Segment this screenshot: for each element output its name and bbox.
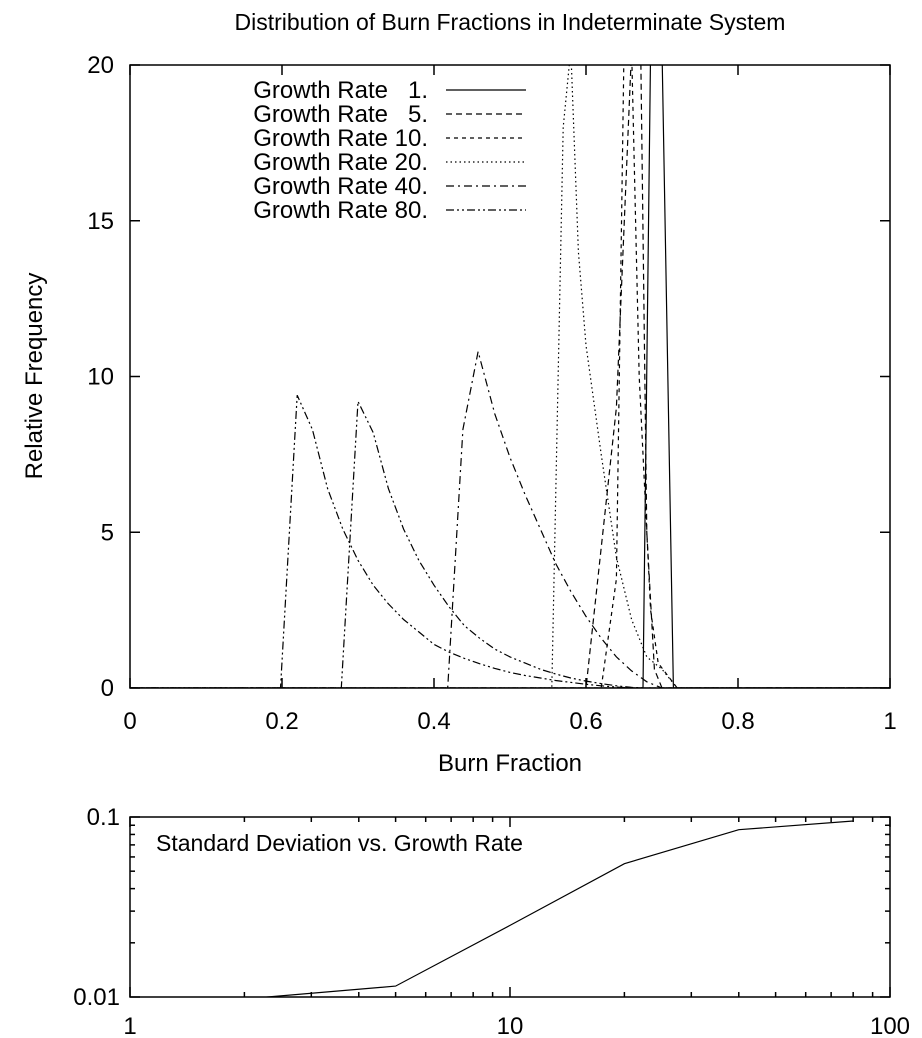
x-tick-label: 100 bbox=[870, 1013, 910, 1038]
legend-label: Growth Rate 1. bbox=[253, 77, 428, 104]
inset-plot-frame bbox=[129, 816, 891, 998]
y-tick-label: 10 bbox=[87, 364, 114, 391]
x-tick-label: 0.6 bbox=[569, 708, 602, 735]
series-line bbox=[130, 65, 890, 688]
legend-label: Growth Rate 10. bbox=[253, 125, 428, 152]
inset-series-group bbox=[260, 820, 854, 997]
series-line bbox=[130, 65, 890, 688]
y-tick-label: 5 bbox=[101, 519, 114, 546]
inset-chart: 1 10 100 0.01 0.1 Standard Deviation vs. Gro… bbox=[73, 804, 910, 1038]
legend-label: Growth Rate 20. bbox=[253, 149, 428, 176]
series-line bbox=[130, 65, 890, 688]
y-tick-label: 20 bbox=[87, 52, 114, 79]
legend-label: Growth Rate 80. bbox=[253, 197, 428, 224]
main-x-axis: 0 0.2 0.4 0.6 0.8 1 bbox=[123, 65, 897, 735]
series-line bbox=[130, 351, 890, 688]
series-line bbox=[130, 394, 890, 688]
main-chart: Distribution of Burn Fractions in Indete… bbox=[21, 9, 897, 777]
legend-label: Growth Rate 5. bbox=[253, 101, 428, 128]
main-y-axis-label: Relative Frequency bbox=[21, 273, 48, 480]
main-x-axis-label: Burn Fraction bbox=[438, 750, 582, 777]
x-tick-label: 0 bbox=[123, 708, 136, 735]
inset-chart-title: Standard Deviation vs. Growth Rate bbox=[156, 830, 523, 856]
legend: Growth Rate 1.Growth Rate 5.Growth Rate … bbox=[253, 77, 526, 224]
y-tick-label: 0.1 bbox=[87, 804, 120, 831]
main-chart-title: Distribution of Burn Fractions in Indete… bbox=[235, 9, 786, 35]
std-dev-line bbox=[260, 820, 854, 997]
y-tick-label: 0 bbox=[101, 675, 114, 702]
main-plot-frame bbox=[129, 64, 891, 689]
x-tick-label: 1 bbox=[883, 708, 896, 735]
main-y-axis: 0 5 10 15 20 bbox=[87, 52, 890, 702]
x-tick-label: 10 bbox=[497, 1013, 524, 1038]
y-tick-label: 15 bbox=[87, 208, 114, 235]
main-series-group bbox=[130, 65, 890, 688]
y-tick-label: 0.01 bbox=[73, 984, 120, 1011]
x-tick-label: 1 bbox=[123, 1013, 136, 1038]
x-tick-label: 0.8 bbox=[721, 708, 754, 735]
x-tick-label: 0.2 bbox=[265, 708, 298, 735]
x-tick-label: 0.4 bbox=[417, 708, 450, 735]
series-line bbox=[130, 65, 890, 688]
series-line bbox=[130, 399, 890, 688]
legend-label: Growth Rate 40. bbox=[253, 173, 428, 200]
